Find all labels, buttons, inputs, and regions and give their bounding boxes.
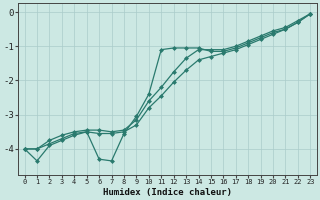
X-axis label: Humidex (Indice chaleur): Humidex (Indice chaleur): [103, 188, 232, 197]
